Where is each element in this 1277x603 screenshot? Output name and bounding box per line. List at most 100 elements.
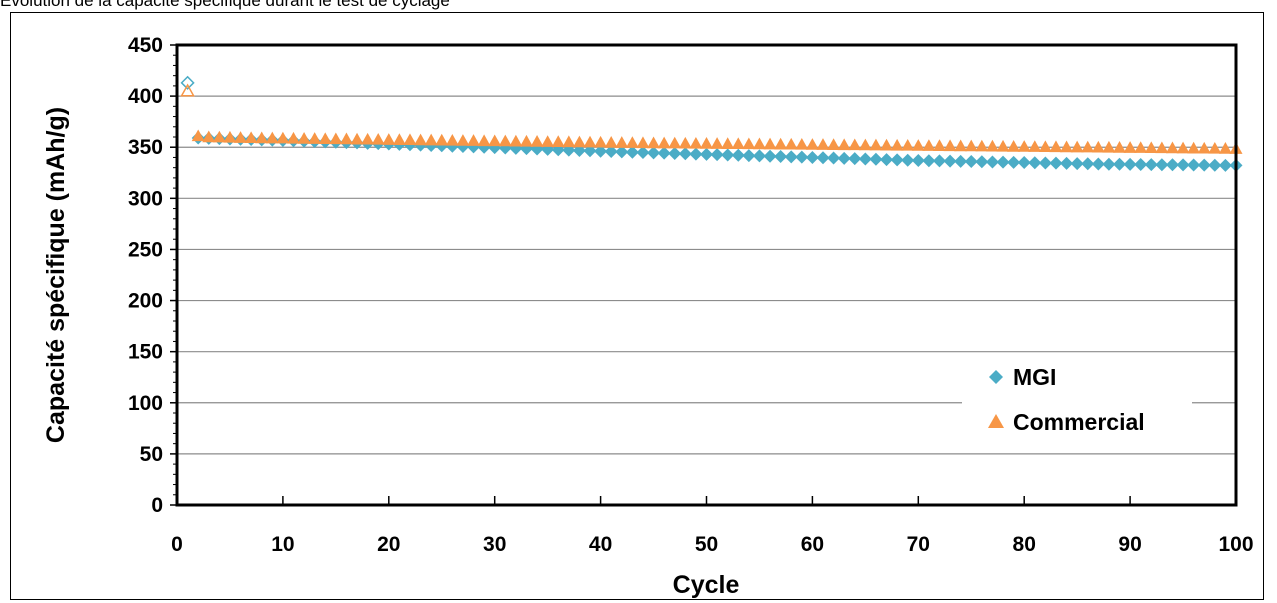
data-point-mgi xyxy=(752,149,766,163)
y-tick-label: 400 xyxy=(128,85,163,108)
data-point-mgi xyxy=(922,154,936,168)
data-point-mgi xyxy=(1060,156,1074,170)
data-point-commercial xyxy=(710,137,724,149)
data-point-mgi xyxy=(721,148,735,162)
data-point-commercial xyxy=(985,139,999,152)
data-point-mgi xyxy=(985,155,999,169)
data-point-commercial xyxy=(350,132,364,145)
data-point-commercial xyxy=(435,133,449,146)
data-point-commercial xyxy=(339,132,353,145)
data-point-commercial xyxy=(498,134,512,147)
data-point-commercial xyxy=(583,135,597,148)
data-point-commercial xyxy=(318,132,332,145)
x-tick-label: 10 xyxy=(271,533,294,556)
data-point-commercial xyxy=(1176,141,1190,154)
data-point-mgi xyxy=(678,147,692,161)
x-tick-label: 80 xyxy=(1013,533,1036,556)
chart-frame xyxy=(10,12,1264,600)
data-point-commercial xyxy=(1187,141,1201,154)
y-tick-label: 250 xyxy=(128,238,163,261)
data-point-mgi xyxy=(911,154,925,168)
data-point-commercial xyxy=(202,130,216,143)
data-point-commercial xyxy=(1081,140,1095,153)
data-point-commercial xyxy=(276,131,290,144)
y-tick-label: 100 xyxy=(128,392,163,415)
data-point-commercial xyxy=(890,138,904,151)
data-point-mgi xyxy=(1144,158,1158,172)
data-point-commercial xyxy=(1113,141,1127,153)
data-point-mgi xyxy=(668,146,682,160)
figure-caption: Évolution de la capacité spécifique dura… xyxy=(0,0,450,10)
data-point-commercial xyxy=(297,132,311,144)
data-point-commercial xyxy=(1155,141,1169,154)
plot-border xyxy=(175,43,1238,507)
data-point-commercial xyxy=(1038,140,1052,153)
data-point-commercial xyxy=(996,139,1010,152)
data-point-commercial xyxy=(795,137,809,150)
x-axis-ticks: 0 10 20 30 40 50 60 70 80 90 100 xyxy=(171,496,1254,556)
legend-commercial-marker xyxy=(988,414,1004,428)
data-point-commercial xyxy=(392,133,406,145)
data-point-commercial-first xyxy=(180,83,195,97)
data-point-commercial xyxy=(1017,140,1031,152)
data-point-commercial xyxy=(1165,141,1179,154)
data-point-mgi xyxy=(604,145,618,159)
data-point-mgi xyxy=(964,155,978,169)
data-point-mgi xyxy=(636,146,650,160)
data-point-commercial xyxy=(1208,141,1222,154)
data-point-mgi xyxy=(1038,156,1052,170)
data-point-commercial xyxy=(837,138,851,151)
x-tick-label: 30 xyxy=(483,533,506,556)
data-point-commercial xyxy=(424,133,438,146)
data-point-commercial xyxy=(763,137,777,150)
data-point-commercial xyxy=(1049,140,1063,153)
data-point-commercial xyxy=(382,133,396,145)
x-tick-label: 0 xyxy=(171,533,183,556)
data-point-commercial xyxy=(1197,141,1211,154)
data-point-mgi xyxy=(657,146,671,160)
y-tick-label: 0 xyxy=(151,494,163,517)
y-axis-title: Capacité spécifique (mAh/g) xyxy=(42,107,70,443)
data-point-commercial xyxy=(361,132,375,145)
data-point-mgi xyxy=(615,145,629,159)
data-point-commercial xyxy=(721,137,735,149)
data-point-commercial xyxy=(414,133,428,146)
data-point-commercial xyxy=(668,136,682,149)
data-point-mgi xyxy=(975,155,989,169)
legend-commercial-label: Commercial xyxy=(1013,409,1145,435)
x-tick-label: 100 xyxy=(1218,533,1253,556)
data-point-mgi xyxy=(1113,157,1127,171)
data-point-commercial xyxy=(604,136,618,148)
data-point-mgi xyxy=(1049,156,1063,170)
data-point-mgi xyxy=(932,154,946,168)
data-point-commercial xyxy=(456,134,470,146)
data-point-mgi xyxy=(880,153,894,167)
data-point-mgi-first xyxy=(180,75,195,90)
x-tick-label: 60 xyxy=(801,533,824,556)
data-point-commercial xyxy=(1070,140,1084,153)
series-commercial xyxy=(180,83,1243,154)
data-point-commercial xyxy=(1060,140,1074,153)
data-point-commercial xyxy=(954,139,968,152)
data-point-mgi xyxy=(742,149,756,163)
data-point-commercial xyxy=(477,134,491,147)
data-point-mgi xyxy=(837,151,851,165)
data-point-commercial xyxy=(1091,140,1105,153)
data-point-commercial xyxy=(519,134,533,147)
data-point-commercial xyxy=(286,131,300,144)
data-point-mgi xyxy=(625,145,639,159)
x-tick-label: 70 xyxy=(907,533,930,556)
data-point-commercial xyxy=(869,138,883,151)
data-point-commercial xyxy=(901,138,915,151)
legend: MGI Commercial xyxy=(962,355,1192,450)
x-tick-label: 40 xyxy=(589,533,612,556)
data-point-commercial xyxy=(212,130,226,143)
data-point-mgi xyxy=(1165,158,1179,172)
data-point-mgi xyxy=(1197,158,1211,172)
data-point-commercial xyxy=(1134,141,1148,153)
data-point-commercial xyxy=(752,137,766,150)
data-point-commercial xyxy=(827,138,841,150)
data-point-mgi xyxy=(583,144,597,158)
data-point-commercial xyxy=(636,136,650,149)
